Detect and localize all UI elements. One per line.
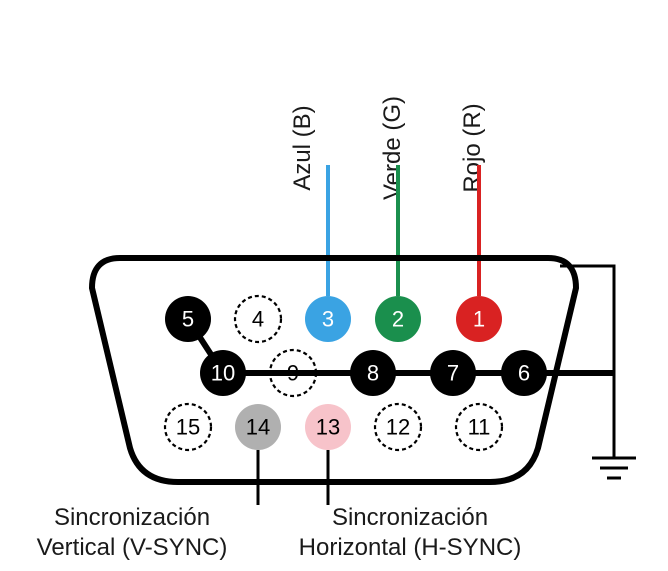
pin-4-label: 4 — [252, 307, 264, 332]
label-vsync-line2: Vertical (V-SYNC) — [37, 534, 228, 561]
label-hsync-line2: Horizontal (H-SYNC) — [299, 534, 522, 561]
pin-6-label: 6 — [518, 361, 530, 386]
pin-14: 14 — [235, 404, 281, 450]
pin-8: 8 — [350, 350, 396, 396]
pin-12-label: 12 — [386, 415, 410, 440]
pin-10-label: 10 — [211, 361, 235, 386]
pin-10: 10 — [200, 350, 246, 396]
pin-14-label: 14 — [246, 415, 270, 440]
label-hsync-line1: Sincronización — [332, 504, 488, 531]
pin-7: 7 — [430, 350, 476, 396]
background — [0, 0, 668, 571]
pin-2-label: 2 — [392, 307, 404, 332]
pin-11-label: 11 — [468, 415, 491, 440]
top-label-red: Rojo (R) — [459, 103, 486, 192]
pin-3-label: 3 — [322, 307, 334, 332]
pin-5: 5 — [165, 296, 211, 342]
pin-7-label: 7 — [447, 361, 459, 386]
pin-6: 6 — [501, 350, 547, 396]
pin-1: 1 — [456, 296, 502, 342]
pin-9-label: 9 — [287, 361, 299, 386]
pin-15-label: 15 — [176, 415, 200, 440]
vga-pinout-diagram: Azul (B)Verde (G)Rojo (R)123456789101112… — [0, 0, 668, 571]
pin-13-label: 13 — [316, 415, 340, 440]
top-label-blue: Azul (B) — [289, 105, 316, 190]
label-vsync-line1: Sincronización — [54, 504, 210, 531]
pin-3: 3 — [305, 296, 351, 342]
pin-8-label: 8 — [367, 361, 379, 386]
pin-1-label: 1 — [473, 307, 485, 332]
pin-13: 13 — [305, 404, 351, 450]
pin-5-label: 5 — [182, 307, 194, 332]
top-label-green: Verde (G) — [379, 96, 406, 200]
pin-2: 2 — [375, 296, 421, 342]
